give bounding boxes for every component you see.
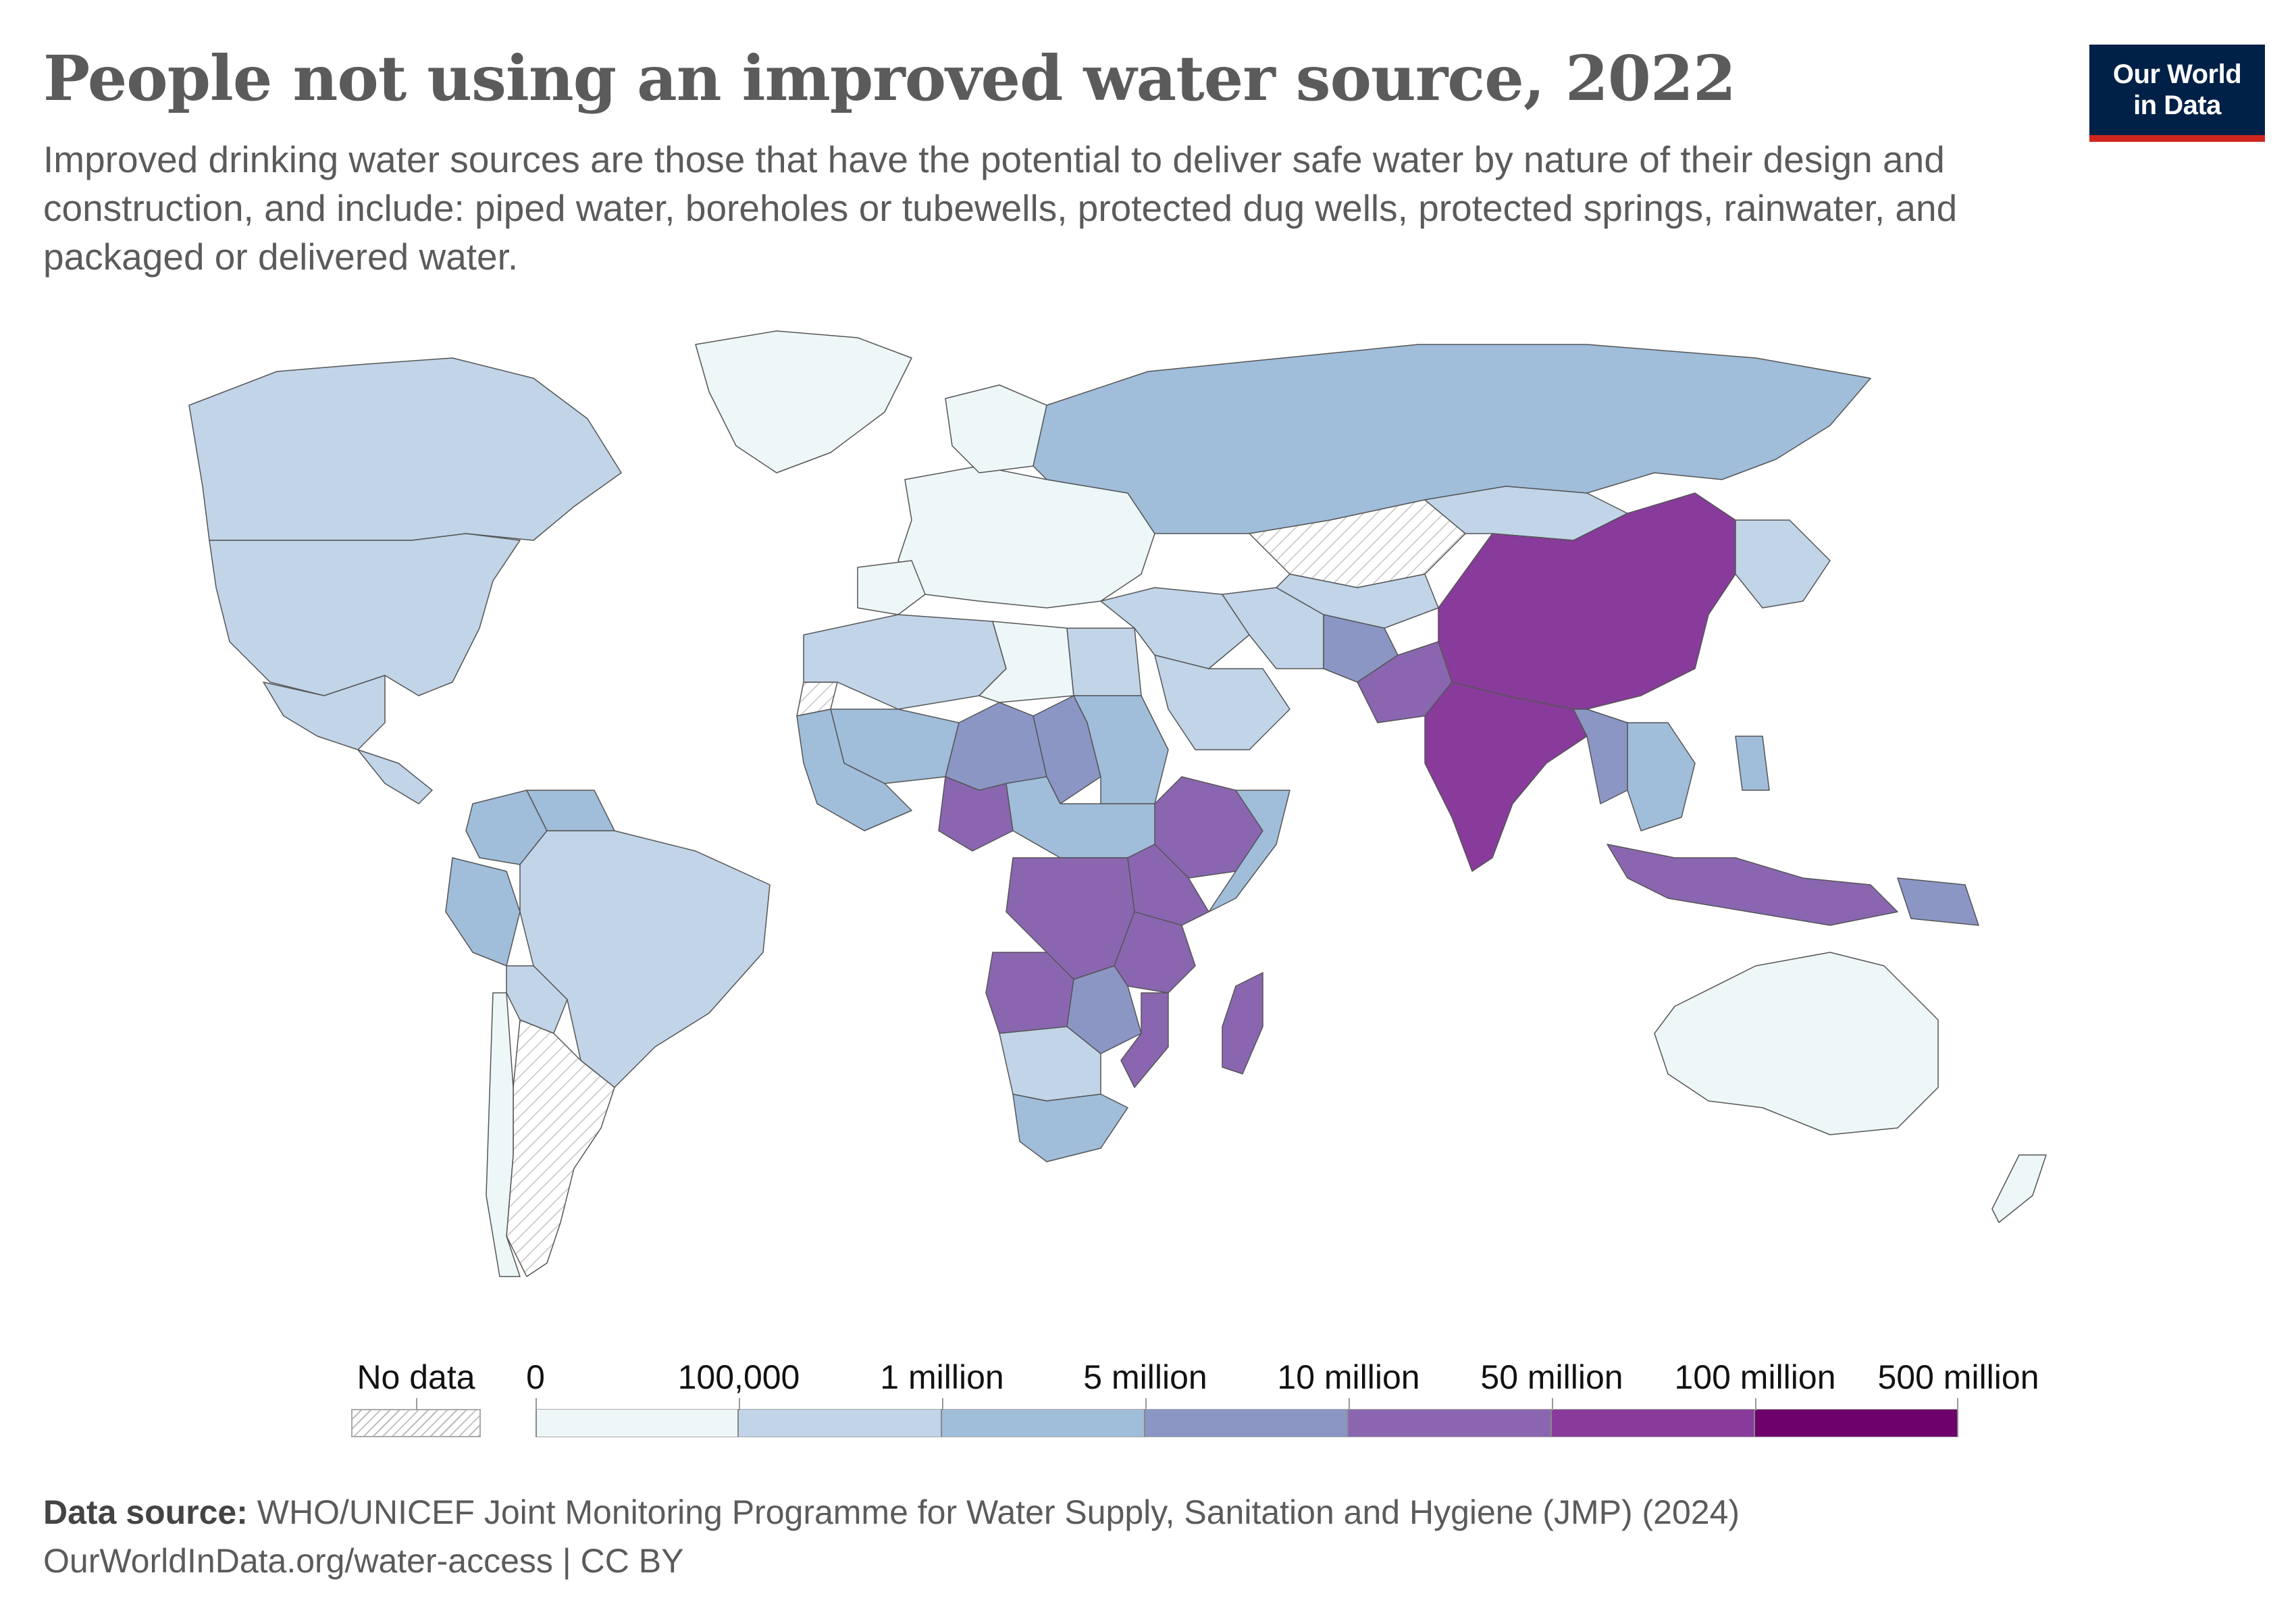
legend-bin-1[interactable] [739, 1409, 942, 1437]
region-mexico[interactable] [263, 675, 386, 750]
legend-no-data-swatch[interactable] [351, 1409, 481, 1437]
region-china[interactable] [1438, 492, 1736, 710]
region-united-states[interactable] [209, 533, 521, 696]
chart-title: People not using an improved water sourc… [43, 42, 1736, 115]
legend-bin-4[interactable] [1349, 1409, 1552, 1437]
owid-logo[interactable]: Our World in Data [2089, 45, 2265, 142]
legend-tick [1349, 1398, 1350, 1410]
map-regions [188, 330, 2047, 1277]
region-turkey-middle-east[interactable] [1100, 587, 1250, 669]
footer-source-text: WHO/UNICEF Joint Monitoring Programme fo… [247, 1493, 1740, 1531]
region-scandinavia[interactable] [945, 384, 1047, 473]
region-bangladesh-myanmar[interactable] [1573, 709, 1628, 804]
region-peru[interactable] [445, 857, 521, 967]
region-indonesia[interactable] [1607, 844, 1898, 926]
legend-threshold-0: 0 [526, 1358, 545, 1396]
footer-url[interactable]: OurWorldInData.org/water-access | CC BY [43, 1542, 684, 1580]
region-iberia[interactable] [857, 560, 926, 615]
logo-line-1: Our World [2112, 59, 2242, 89]
region-central-africa[interactable] [1006, 776, 1155, 858]
region-australia[interactable] [1654, 952, 1939, 1135]
region-west-africa[interactable] [796, 709, 912, 831]
region-philippines[interactable] [1735, 736, 1770, 791]
legend-bin-0[interactable] [536, 1409, 739, 1437]
legend-threshold-5m: 5 million [1083, 1358, 1207, 1396]
legend-bin-6[interactable] [1755, 1409, 1958, 1437]
logo-line-2: in Data [2133, 91, 2221, 120]
region-korea-japan[interactable] [1735, 519, 1831, 609]
region-central-america[interactable] [357, 749, 433, 804]
region-central-asia[interactable] [1276, 573, 1439, 629]
region-south-africa[interactable] [1012, 1093, 1128, 1162]
region-niger[interactable] [945, 702, 1047, 791]
region-canada[interactable] [188, 357, 622, 541]
legend-threshold-100k: 100,000 [677, 1358, 800, 1396]
legend-tick [1957, 1398, 1958, 1410]
legend-no-data-label: No data [357, 1358, 475, 1396]
chart-subtitle: Improved drinking water sources are thos… [43, 138, 1958, 278]
region-southeast-asia[interactable] [1627, 722, 1696, 831]
legend-threshold-500m: 500 million [1877, 1358, 2039, 1396]
region-russia[interactable] [1033, 344, 1871, 534]
region-greenland[interactable] [695, 330, 912, 473]
region-somalia[interactable] [1208, 790, 1290, 912]
region-madagascar[interactable] [1222, 972, 1263, 1075]
legend-bin-3[interactable] [1145, 1409, 1349, 1437]
region-egypt[interactable] [1066, 627, 1142, 696]
legend-tick [942, 1398, 943, 1410]
legend-tick [1755, 1398, 1756, 1410]
legend-no-data-tick [416, 1398, 417, 1410]
legend-threshold-1m: 1 million [880, 1358, 1004, 1396]
region-india[interactable] [1424, 681, 1588, 872]
region-new-zealand[interactable] [1991, 1154, 2047, 1223]
region-mozambique[interactable] [1120, 992, 1169, 1088]
legend-threshold-100m: 100 million [1674, 1358, 1836, 1396]
region-saudi-arabia[interactable] [1154, 654, 1290, 750]
region-chile[interactable] [486, 992, 521, 1277]
world-map [188, 330, 2047, 1277]
legend-bin-5[interactable] [1552, 1409, 1755, 1437]
legend-tick [1552, 1398, 1553, 1410]
legend-tick [739, 1398, 740, 1410]
legend-tick [1145, 1398, 1147, 1410]
footer-source: Data source: WHO/UNICEF Joint Monitoring… [43, 1493, 1740, 1532]
region-papua-new-guinea[interactable] [1897, 877, 1979, 926]
legend-threshold-50m: 50 million [1480, 1358, 1623, 1396]
legend-tick [536, 1398, 537, 1410]
footer-source-label: Data source: [43, 1493, 248, 1531]
legend-threshold-10m: 10 million [1277, 1358, 1420, 1396]
legend-bin-2[interactable] [942, 1409, 1145, 1437]
